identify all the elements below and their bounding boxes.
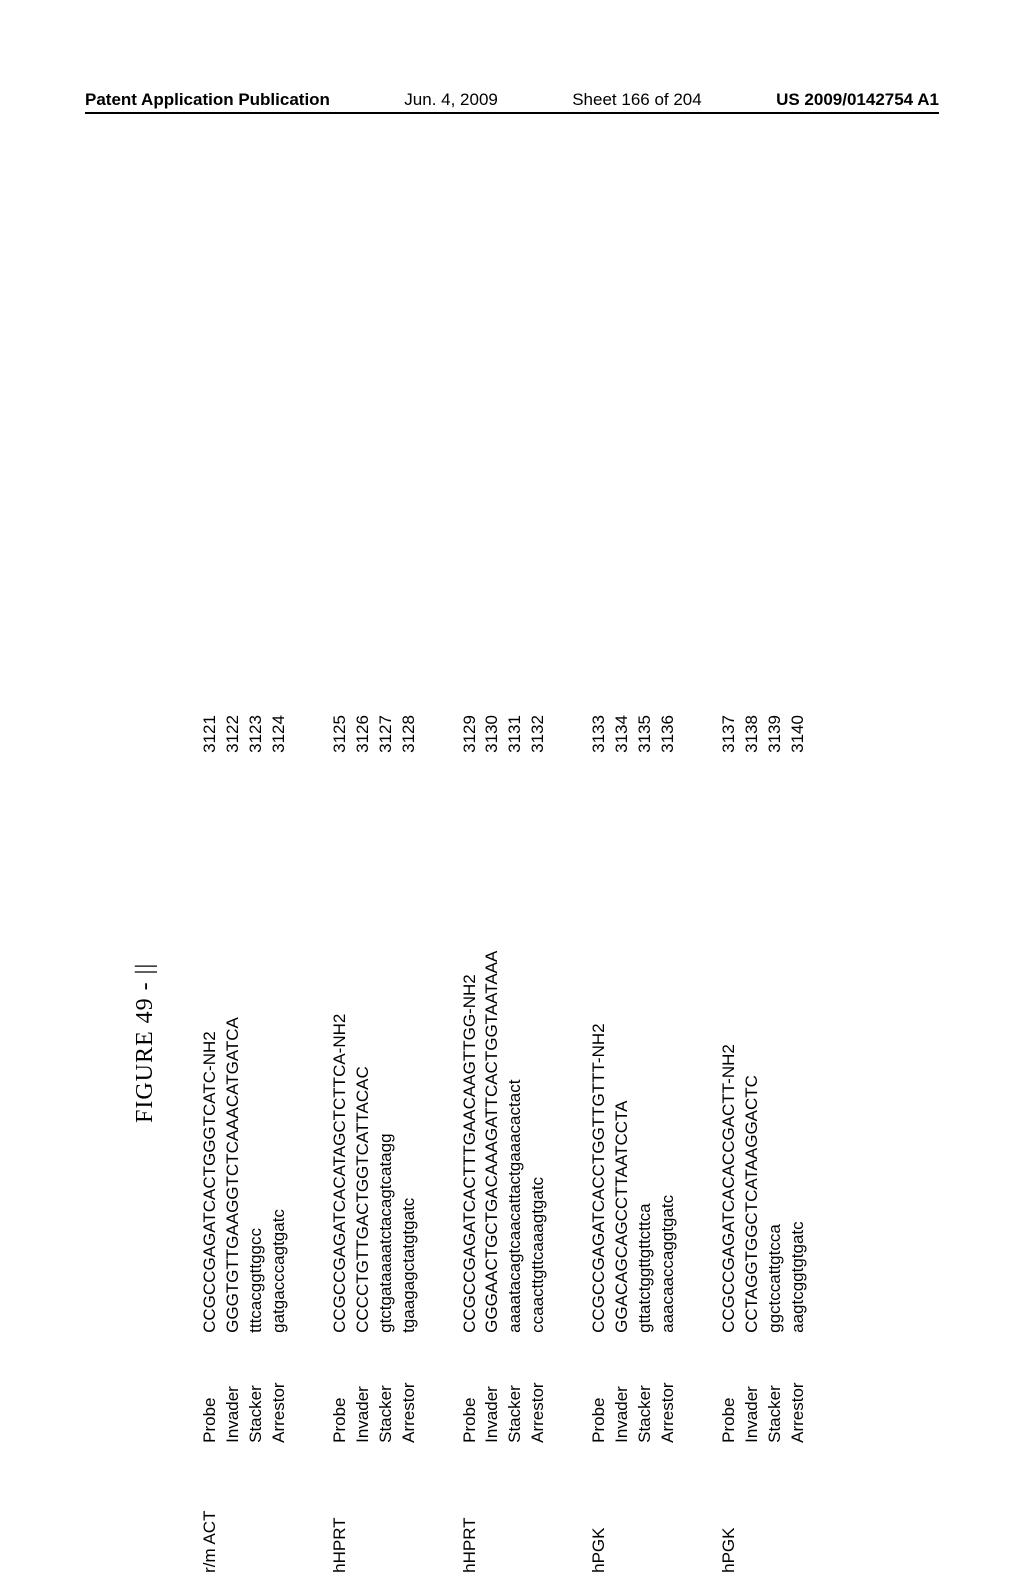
seq-id: 3134 — [611, 673, 634, 753]
label-probe: Probe — [459, 1333, 482, 1443]
label-invader: Invader — [352, 1333, 375, 1443]
seq-id: 3130 — [482, 673, 505, 753]
seq-id: 3126 — [352, 673, 375, 753]
sequence: aagtcggtgtgatc — [787, 753, 810, 1333]
seq-id: 3139 — [764, 673, 787, 753]
seq-ids: 3125 3126 3127 3128 — [329, 673, 421, 753]
seq-id: 3124 — [268, 673, 291, 753]
header-date: Jun. 4, 2009 — [404, 90, 498, 110]
label-arrestor: Arrestor — [268, 1333, 291, 1443]
label-probe: Probe — [199, 1333, 222, 1443]
header-sheet: Sheet 166 of 204 — [572, 90, 702, 110]
label-invader: Invader — [611, 1333, 634, 1443]
gene-block-2: hHPRT Probe Invader Stacker Arrestor CCG… — [459, 513, 551, 1573]
sequence: CCGCCGAGATCACTTTGAACAAGTTGG-NH2 — [459, 753, 482, 1333]
seq-ids: 3121 3122 3123 3124 — [199, 673, 291, 753]
sequence: CCGCCGAGATCACACCGACTT-NH2 — [718, 753, 741, 1333]
label-arrestor: Arrestor — [787, 1333, 810, 1443]
page-header: Patent Application Publication Jun. 4, 2… — [85, 90, 939, 114]
gene-name: hPGK — [588, 1443, 680, 1573]
seq-id: 3122 — [222, 673, 245, 753]
sequence: tgaagagctatgtgatc — [398, 753, 421, 1333]
sequences: CCGCCGAGATCACACCGACTT-NH2 CCTAGGTGGCTCAT… — [718, 753, 810, 1333]
sequence: gttatctggttgttcttca — [634, 753, 657, 1333]
sequence: GGACAGCAGCCTTAATCCTA — [611, 753, 634, 1333]
sequence: ggctccattgtcca — [764, 753, 787, 1333]
gene-name: r/m ACT — [199, 1443, 291, 1573]
seq-ids: 3133 3134 3135 3136 — [588, 673, 680, 753]
sequence: CCGCCGAGATCACTGGGTCATC-NH2 — [199, 753, 222, 1333]
sequence: CCCCTGTTGACTGGTCATTACAC — [352, 753, 375, 1333]
seq-id: 3125 — [329, 673, 352, 753]
sequences: CCGCCGAGATCACTTTGAACAAGTTGG-NH2 GGGAACTG… — [459, 753, 551, 1333]
gene-name: hHPRT — [329, 1443, 421, 1573]
label-arrestor: Arrestor — [657, 1333, 680, 1443]
seq-id: 3132 — [527, 673, 550, 753]
header-pubno: US 2009/0142754 A1 — [776, 90, 939, 110]
label-invader: Invader — [482, 1333, 505, 1443]
seq-id: 3129 — [459, 673, 482, 753]
seq-id: 3128 — [398, 673, 421, 753]
row-labels: Probe Invader Stacker Arrestor — [199, 1333, 291, 1443]
sequences: CCGCCGAGATCACCTGGTTGTTT-NH2 GGACAGCAGCCT… — [588, 753, 680, 1333]
label-invader: Invader — [222, 1333, 245, 1443]
label-stacker: Stacker — [375, 1333, 398, 1443]
sequence: aaaatacagtcaacattactgaaacactact — [505, 753, 528, 1333]
gene-block-4: hPGK Probe Invader Stacker Arrestor CCGC… — [718, 513, 810, 1573]
seq-id: 3138 — [741, 673, 764, 753]
seq-id: 3123 — [245, 673, 268, 753]
sequence: CCGCCGAGATCACCTGGTTGTTT-NH2 — [588, 753, 611, 1333]
row-labels: Probe Invader Stacker Arrestor — [718, 1333, 810, 1443]
figure-content: FIGURE 49 - || r/m ACT Probe Invader Sta… — [132, 513, 848, 1573]
sequence: gtctgataaaatctacagtcatagg — [375, 753, 398, 1333]
sequence: ccaacttgttcaaagtgatc — [527, 753, 550, 1333]
sequence: aaacaaccaggtgatc — [657, 753, 680, 1333]
sequence: GGGAACTGCTGACAAAGATTCACTGGTAATAAA — [482, 753, 505, 1333]
seq-id: 3140 — [787, 673, 810, 753]
sequence: CCTAGGTGGCTCATAAGGACTC — [741, 753, 764, 1333]
seq-id: 3137 — [718, 673, 741, 753]
sequence: GGGTGTTGAAGGTCTCAAACATGATCA — [222, 753, 245, 1333]
seq-id: 3136 — [657, 673, 680, 753]
sequence: gatgacccagtgatc — [268, 753, 291, 1333]
sequence: tttcacggttggcc — [245, 753, 268, 1333]
label-stacker: Stacker — [764, 1333, 787, 1443]
sequence: CCGCCGAGATCACATAGCTCTTCA-NH2 — [329, 753, 352, 1333]
seq-id: 3131 — [505, 673, 528, 753]
seq-ids: 3129 3130 3131 3132 — [459, 673, 551, 753]
label-stacker: Stacker — [634, 1333, 657, 1443]
label-probe: Probe — [329, 1333, 352, 1443]
gene-block-1: hHPRT Probe Invader Stacker Arrestor CCG… — [329, 513, 421, 1573]
seq-ids: 3137 3138 3139 3140 — [718, 673, 810, 753]
gene-block-0: r/m ACT Probe Invader Stacker Arrestor C… — [199, 513, 291, 1573]
figure-title: FIGURE 49 - || — [132, 513, 159, 1573]
label-invader: Invader — [741, 1333, 764, 1443]
row-labels: Probe Invader Stacker Arrestor — [588, 1333, 680, 1443]
label-probe: Probe — [588, 1333, 611, 1443]
seq-id: 3121 — [199, 673, 222, 753]
label-stacker: Stacker — [505, 1333, 528, 1443]
header-publication: Patent Application Publication — [85, 90, 330, 110]
row-labels: Probe Invader Stacker Arrestor — [329, 1333, 421, 1443]
seq-id: 3133 — [588, 673, 611, 753]
gene-block-3: hPGK Probe Invader Stacker Arrestor CCGC… — [588, 513, 680, 1573]
row-labels: Probe Invader Stacker Arrestor — [459, 1333, 551, 1443]
label-probe: Probe — [718, 1333, 741, 1443]
sequences: CCGCCGAGATCACTGGGTCATC-NH2 GGGTGTTGAAGGT… — [199, 753, 291, 1333]
gene-name: hHPRT — [459, 1443, 551, 1573]
label-stacker: Stacker — [245, 1333, 268, 1443]
label-arrestor: Arrestor — [527, 1333, 550, 1443]
label-arrestor: Arrestor — [398, 1333, 421, 1443]
seq-id: 3135 — [634, 673, 657, 753]
gene-name: hPGK — [718, 1443, 810, 1573]
sequences: CCGCCGAGATCACATAGCTCTTCA-NH2 CCCCTGTTGAC… — [329, 753, 421, 1333]
seq-id: 3127 — [375, 673, 398, 753]
page: Patent Application Publication Jun. 4, 2… — [0, 0, 1024, 1320]
